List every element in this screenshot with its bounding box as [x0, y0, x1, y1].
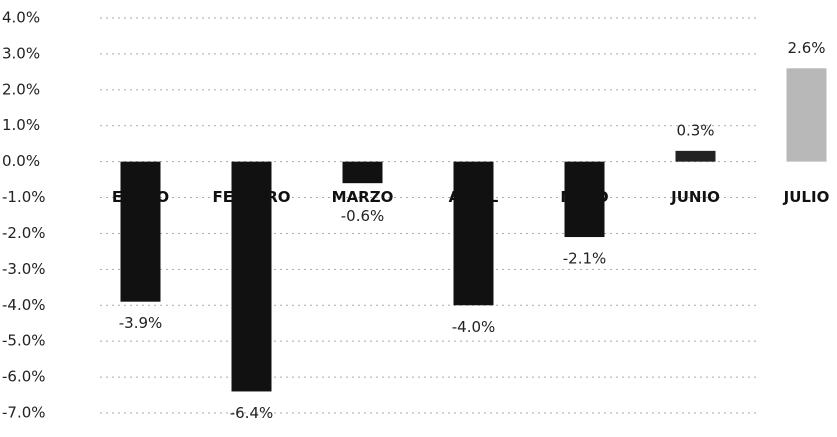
value-label: 0.3% — [676, 121, 714, 139]
y-tick-label: -2.0% — [2, 224, 46, 242]
x-tick-label: FEBRERO — [212, 188, 290, 206]
x-tick-label: MARZO — [332, 188, 394, 206]
value-label: -4.0% — [452, 318, 496, 336]
x-tick-label: JUNIO — [670, 188, 720, 206]
x-tick-label: MAYO — [560, 188, 608, 206]
value-label: -3.9% — [119, 314, 163, 332]
y-tick-label: 2.0% — [2, 80, 40, 98]
bar — [342, 161, 383, 184]
value-label: -6.4% — [230, 404, 274, 422]
y-tick-label: 4.0% — [2, 9, 40, 27]
bar — [231, 161, 272, 392]
value-label: 2.6% — [787, 39, 825, 57]
y-tick-label: 3.0% — [2, 44, 40, 62]
bar — [786, 68, 827, 162]
y-tick-label: -7.0% — [2, 404, 46, 422]
bar — [564, 161, 605, 238]
x-tick-label: JULIO — [783, 188, 830, 206]
y-tick-label: -5.0% — [2, 332, 46, 350]
y-tick-label: -6.0% — [2, 368, 46, 386]
bar — [453, 161, 494, 306]
bar — [675, 150, 716, 162]
value-label: -0.6% — [341, 207, 385, 225]
y-tick-label: -3.0% — [2, 260, 46, 278]
x-tick-label: ABRIL — [449, 188, 499, 206]
y-tick-label: 0.0% — [2, 152, 40, 170]
y-tick-label: -1.0% — [2, 188, 46, 206]
value-label: -2.1% — [563, 250, 607, 268]
y-tick-label: 1.0% — [2, 116, 40, 134]
y-tick-label: -4.0% — [2, 296, 46, 314]
x-tick-label: ENERO — [112, 188, 169, 206]
bar — [120, 161, 161, 302]
